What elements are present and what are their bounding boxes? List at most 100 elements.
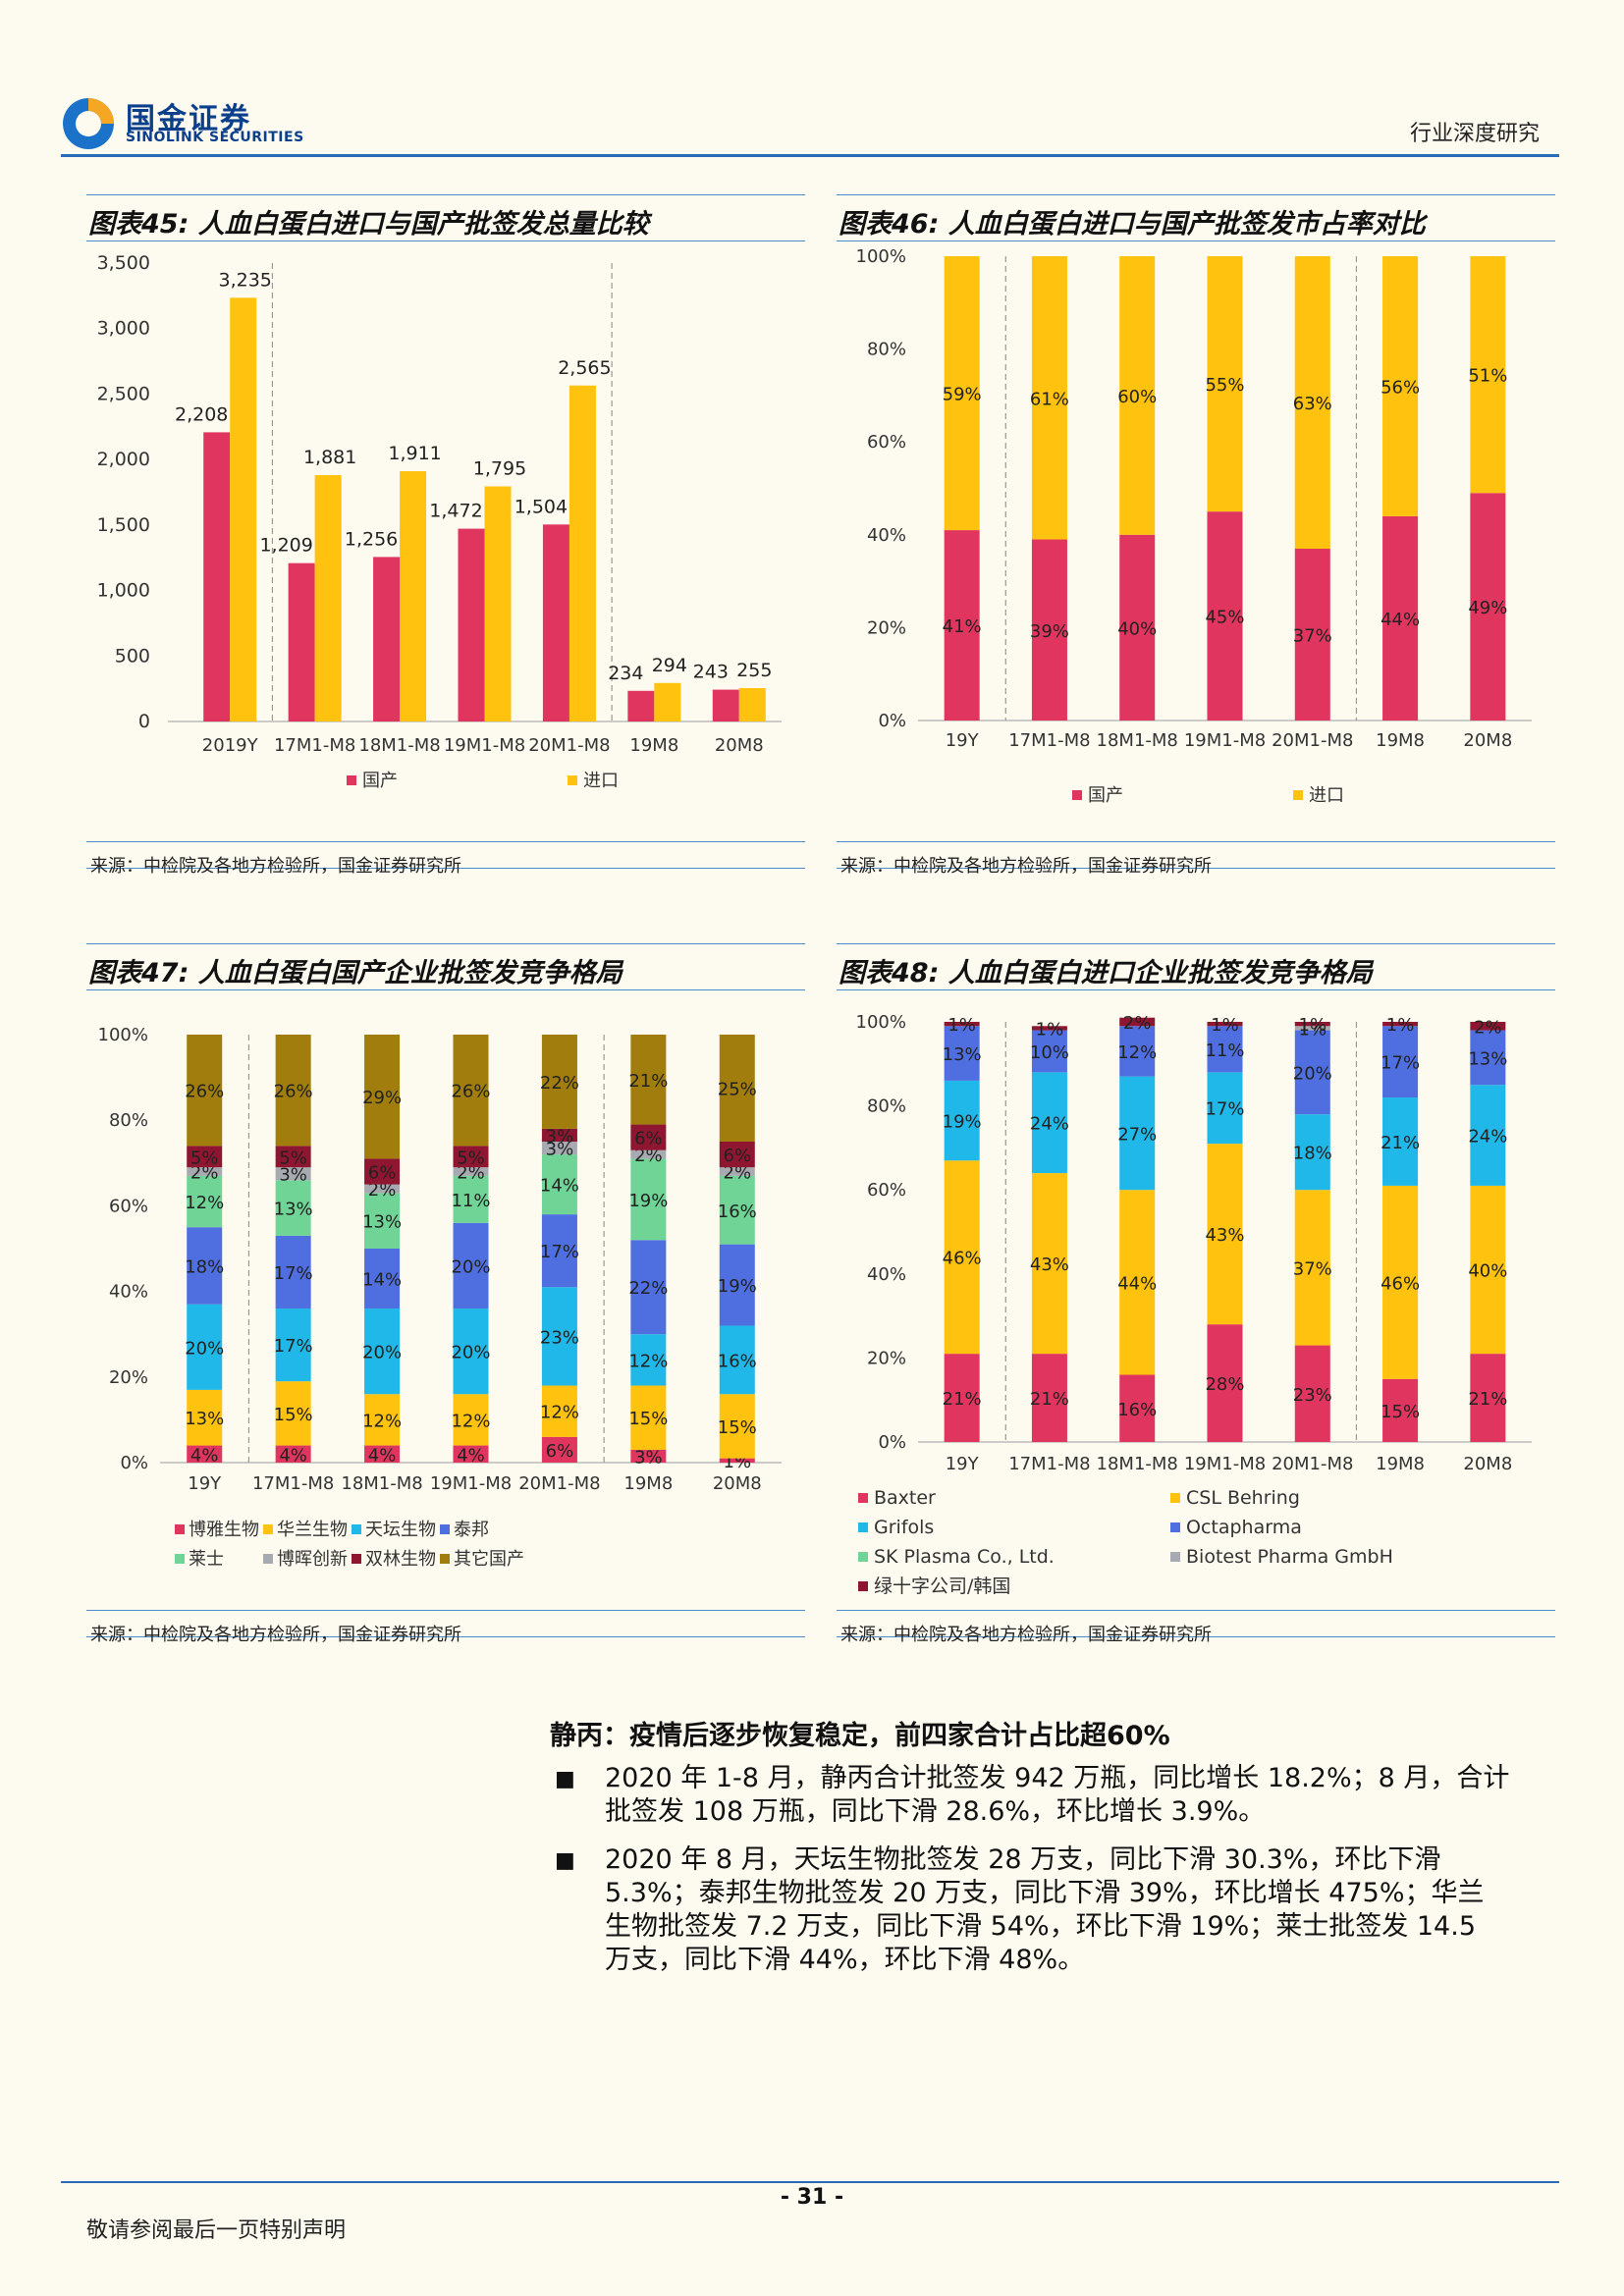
chart45-ytick-label: 2,000 xyxy=(97,449,150,470)
chart47-title-bar: 图表47: 人血白蛋白国产企业批签发竞争格局 xyxy=(86,943,805,990)
chart45-data-label: 1,209 xyxy=(259,535,312,557)
chart48-data-label: 1% xyxy=(947,1015,976,1036)
chart47-data-label: 6% xyxy=(634,1129,663,1149)
chart47-bar-segment xyxy=(541,1214,577,1288)
chart48-legend-label: Grifols xyxy=(874,1517,934,1538)
chart47-bar-segment xyxy=(187,1445,223,1463)
chart46-bar-segment xyxy=(1207,256,1243,512)
chart45-bar xyxy=(627,690,655,721)
chart47-bar-segment xyxy=(541,1385,577,1437)
chart47-bar-segment xyxy=(187,1389,223,1446)
chart47-category-label: 19M1-M8 xyxy=(430,1473,512,1494)
chart45-bar xyxy=(458,528,485,721)
chart48-category-label: 18M1-M8 xyxy=(1097,1454,1178,1474)
chart47-bar-segment xyxy=(453,1035,489,1147)
chart45-data-label: 1,472 xyxy=(429,501,482,522)
chart48-bar-segment xyxy=(1382,1378,1419,1442)
chart47-bar-segment xyxy=(364,1308,401,1395)
chart46-data-label: 44% xyxy=(1380,610,1420,630)
chart47-data-label: 2% xyxy=(724,1163,752,1184)
chart48-data-label: 46% xyxy=(943,1249,982,1269)
chart47-bar-segment xyxy=(453,1146,489,1168)
chart48-title-bar: 图表48: 人血白蛋白进口企业批签发竞争格局 xyxy=(837,943,1555,990)
chart46-data-label: 60% xyxy=(1117,387,1157,407)
chart48-data-label: 40% xyxy=(1468,1261,1507,1282)
chart45-data-label: 2,208 xyxy=(175,403,228,425)
chart47-bar-segment xyxy=(364,1193,401,1249)
chart47-title: 图表47: 人血白蛋白国产企业批签发竞争格局 xyxy=(88,958,623,988)
chart46-category-label: 20M1-M8 xyxy=(1272,730,1353,751)
chart48-data-label: 37% xyxy=(1293,1258,1332,1279)
chart47-bar-segment xyxy=(275,1035,311,1147)
chart48-data-label: 1% xyxy=(1036,1019,1064,1040)
chart45-data-label: 234 xyxy=(608,663,643,684)
chart45-bar xyxy=(712,689,739,721)
chart45-data-label: 255 xyxy=(736,660,772,681)
chart47-data-label: 4% xyxy=(279,1445,307,1466)
chart46-data-label: 41% xyxy=(943,616,982,637)
chart47-data-label: 16% xyxy=(718,1351,757,1371)
chart48-data-label: 11% xyxy=(1205,1041,1244,1061)
chart48-bar-segment xyxy=(944,1022,980,1027)
header-divider xyxy=(61,154,1559,157)
chart46-data-label: 39% xyxy=(1030,621,1069,642)
chart47-data-label: 6% xyxy=(546,1441,574,1462)
chart47-bar-segment xyxy=(719,1035,755,1142)
chart47-data-label: 13% xyxy=(185,1409,224,1429)
chart48-data-label: 2% xyxy=(1123,1013,1152,1034)
chart47-bar-segment xyxy=(630,1334,667,1386)
chart48-bar-segment xyxy=(1031,1026,1067,1031)
chart46-bar-segment xyxy=(1119,256,1156,535)
chart45-data-label: 1,256 xyxy=(345,528,398,550)
chart45-bar xyxy=(542,524,569,721)
chart47-bar-segment xyxy=(453,1445,489,1463)
bullet-icon: ■ xyxy=(555,1767,575,1791)
chart45-bar xyxy=(230,297,257,721)
chart47-data-label: 6% xyxy=(368,1163,397,1184)
chart48-bar-segment xyxy=(944,1026,980,1081)
chart46-legend-swatch xyxy=(1293,790,1303,800)
chart48-data-label: 1% xyxy=(1386,1015,1415,1036)
chart48-bar-segment xyxy=(1119,1190,1156,1375)
chart47-bar-segment xyxy=(187,1175,223,1228)
chart47-category-label: 17M1-M8 xyxy=(252,1473,334,1494)
chart47-data-label: 12% xyxy=(451,1411,490,1431)
chart48-bar-segment xyxy=(1119,1026,1156,1077)
chart45-svg: 0 500 1,000 1,500 2,000 2,500 3,000 3,500 2,208 3… xyxy=(97,252,782,791)
chart45-source: 来源：中检院及各地方检验所，国金证券研究所 xyxy=(90,856,461,877)
chart47-data-label: 26% xyxy=(451,1082,490,1102)
chart46-svg: 0% 20% 40% 60% 80% 100% 19Y 17M1-M8 18M1-M8 19M1-… xyxy=(856,246,1532,806)
chart48-bar-segment xyxy=(1031,1354,1067,1442)
paragraph-2-line: 生物批签发 7.2 万支，同比下滑 54%，环比下滑 19%；莱士批签发 14.… xyxy=(605,1911,1476,1942)
chart47-bar-segment xyxy=(719,1175,755,1245)
chart48-bar-segment xyxy=(944,1160,980,1355)
chart48-data-label: 13% xyxy=(1468,1048,1507,1069)
chart47-data-label: 19% xyxy=(718,1276,757,1297)
chart48-category-label: 17M1-M8 xyxy=(1008,1454,1090,1474)
chart45-category-label: 2019Y xyxy=(202,735,259,756)
section-heading: 静丙：疫情后逐步恢复稳定，前四家合计占比超60% xyxy=(550,1721,1170,1751)
chart46-category-label: 17M1-M8 xyxy=(1008,730,1090,751)
chart48-data-label: 17% xyxy=(1205,1099,1244,1120)
chart47-data-label: 20% xyxy=(451,1343,490,1363)
chart47-bar-segment xyxy=(453,1175,489,1223)
chart45-bar xyxy=(373,557,401,721)
chart48-ytick-label: 0% xyxy=(878,1432,906,1453)
chart45-category-label: 19M8 xyxy=(629,735,678,756)
chart48-legend-swatch xyxy=(858,1552,868,1562)
chart48-legend-label: Biotest Pharma GmbH xyxy=(1186,1546,1393,1568)
chart48-bar-segment xyxy=(944,1354,980,1442)
chart45-title-bar: 图表45: 人血白蛋白进口与国产批签发总量比较 xyxy=(86,194,805,241)
chart46-bar-segment xyxy=(1382,256,1419,516)
chart45-data-label: 1,881 xyxy=(303,447,356,468)
chart47-bar-segment xyxy=(275,1146,311,1168)
chart47-bar-segment xyxy=(630,1035,667,1125)
chart46-bar-segment xyxy=(1294,548,1330,721)
paragraph-2: 2020 年 8 月，天坛生物批签发 28 万支，同比下滑 30.3%，环比下滑… xyxy=(605,1843,1538,1977)
chart48-svg: 0% 20% 40% 60% 80% 100% 19Y 17M1-M8 18M1-M8 19M1-… xyxy=(856,1012,1532,1597)
chart48-bar-segment xyxy=(1031,1173,1067,1355)
chart46-bar-segment xyxy=(944,530,980,721)
chart47-bar-segment xyxy=(630,1149,667,1159)
chart48-legend-swatch xyxy=(1170,1552,1180,1562)
chart46-ytick-label: 40% xyxy=(867,525,906,546)
